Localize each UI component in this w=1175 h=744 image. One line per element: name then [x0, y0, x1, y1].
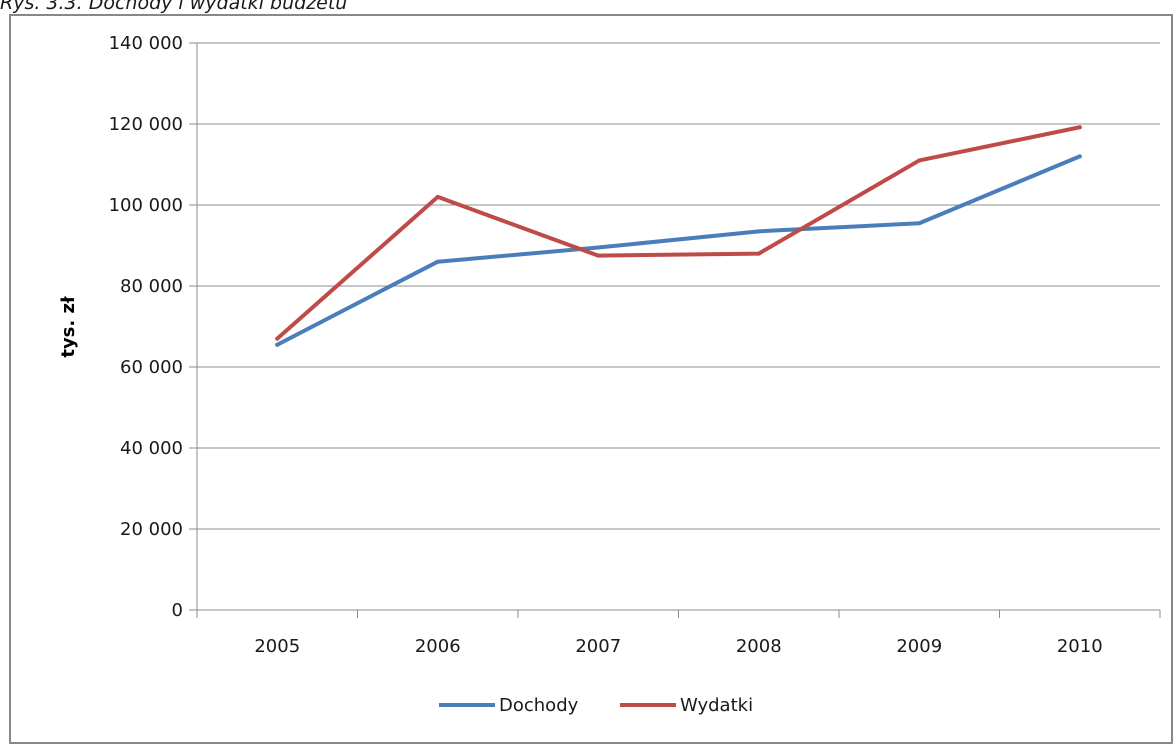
data-point [596, 253, 601, 258]
data-point [435, 259, 440, 264]
data-point [435, 194, 440, 199]
y-tick-label: 120 000 [109, 114, 183, 135]
data-point [1077, 154, 1082, 159]
x-tick-label: 2006 [415, 636, 461, 657]
data-point [275, 342, 280, 347]
data-point [596, 245, 601, 250]
legend-label: Dochody [499, 695, 579, 716]
chart-frame [9, 14, 1173, 744]
series-line-dochody [275, 154, 1082, 347]
y-tick-label: 80 000 [120, 276, 183, 297]
x-tick-labels: 2005 2006 2007 2008 2009 2010 [254, 636, 1102, 657]
series-lines [275, 125, 1082, 347]
x-tick-label: 2005 [254, 636, 300, 657]
series-line-wydatki [275, 125, 1082, 341]
gridlines [197, 42, 1160, 530]
y-tick-label: 100 000 [109, 195, 183, 216]
x-tick-label: 2009 [896, 636, 942, 657]
y-tick-label: 40 000 [120, 438, 183, 459]
y-tick-labels: 0 20 000 40 000 60 000 80 000 100 000 120 000 1… [109, 33, 183, 621]
data-point [917, 158, 922, 163]
data-point [756, 229, 761, 234]
x-tick-label: 2008 [736, 636, 782, 657]
y-tick-label: 20 000 [120, 519, 183, 540]
data-point [756, 251, 761, 256]
data-point [1077, 125, 1082, 130]
legend: Dochody Wydatki [439, 695, 753, 716]
data-point [275, 336, 280, 341]
x-tick-label: 2010 [1057, 636, 1103, 657]
y-tick-label: 140 000 [109, 33, 183, 54]
data-point [917, 221, 922, 226]
y-tick-label: 60 000 [120, 357, 183, 378]
y-axis-label: tys. zł [58, 295, 79, 358]
y-tick-label: 0 [172, 600, 183, 621]
axes [189, 42, 1161, 618]
x-tick-label: 2007 [575, 636, 621, 657]
legend-label: Wydatki [680, 695, 753, 716]
figure-caption: Rys. 3.3. Dochody i wydatki budżetu [0, 0, 348, 14]
